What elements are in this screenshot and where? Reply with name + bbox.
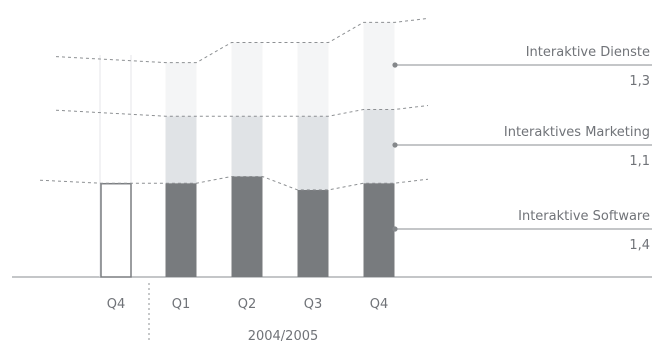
bar-interaktive-software: [297, 189, 329, 277]
legend-dot-interaktive-software: [392, 226, 398, 232]
bar-interaktives-marketing: [165, 116, 197, 184]
legend-dot-interaktive-dienste: [392, 62, 398, 68]
boundary-interaktive-software: [39, 176, 429, 191]
bar-interaktive-software: [165, 183, 197, 277]
x-tick-label: Q4: [107, 297, 126, 312]
legend-label-interaktives-marketing: Interaktives Marketing: [504, 125, 650, 140]
bar-interaktives-marketing: [231, 116, 263, 177]
bar-interaktive-dienste: [231, 42, 263, 117]
bar-interaktive-software: [363, 183, 395, 277]
legend-label-interaktive-software: Interaktive Software: [518, 209, 650, 224]
legend-value-interaktive-software: 1,4: [629, 238, 650, 253]
bar-interaktives-marketing: [363, 109, 395, 184]
legend-label-interaktive-dienste: Interaktive Dienste: [526, 45, 650, 60]
boundary-interaktive-dienste: [55, 17, 429, 64]
legend-value-interaktive-dienste: 1,3: [629, 74, 650, 89]
x-tick-label: Q4: [370, 297, 389, 312]
legend-value-interaktives-marketing: 1,1: [629, 154, 650, 169]
x-tick-label: Q1: [172, 297, 191, 312]
bar-outline-prev-q4: [100, 182, 132, 278]
boundary-interaktives-marketing: [55, 105, 429, 117]
bar-interaktive-dienste: [165, 62, 197, 117]
x-tick-label: Q2: [238, 297, 257, 312]
legend-dot-interaktives-marketing: [392, 142, 398, 148]
bar-interaktive-dienste: [363, 22, 395, 110]
x-tick-label: Q3: [304, 297, 323, 312]
x-group-label: 2004/2005: [248, 329, 319, 344]
bar-interaktives-marketing: [297, 116, 329, 190]
bar-interaktive-dienste: [297, 42, 329, 117]
bar-interaktive-software: [231, 176, 263, 277]
